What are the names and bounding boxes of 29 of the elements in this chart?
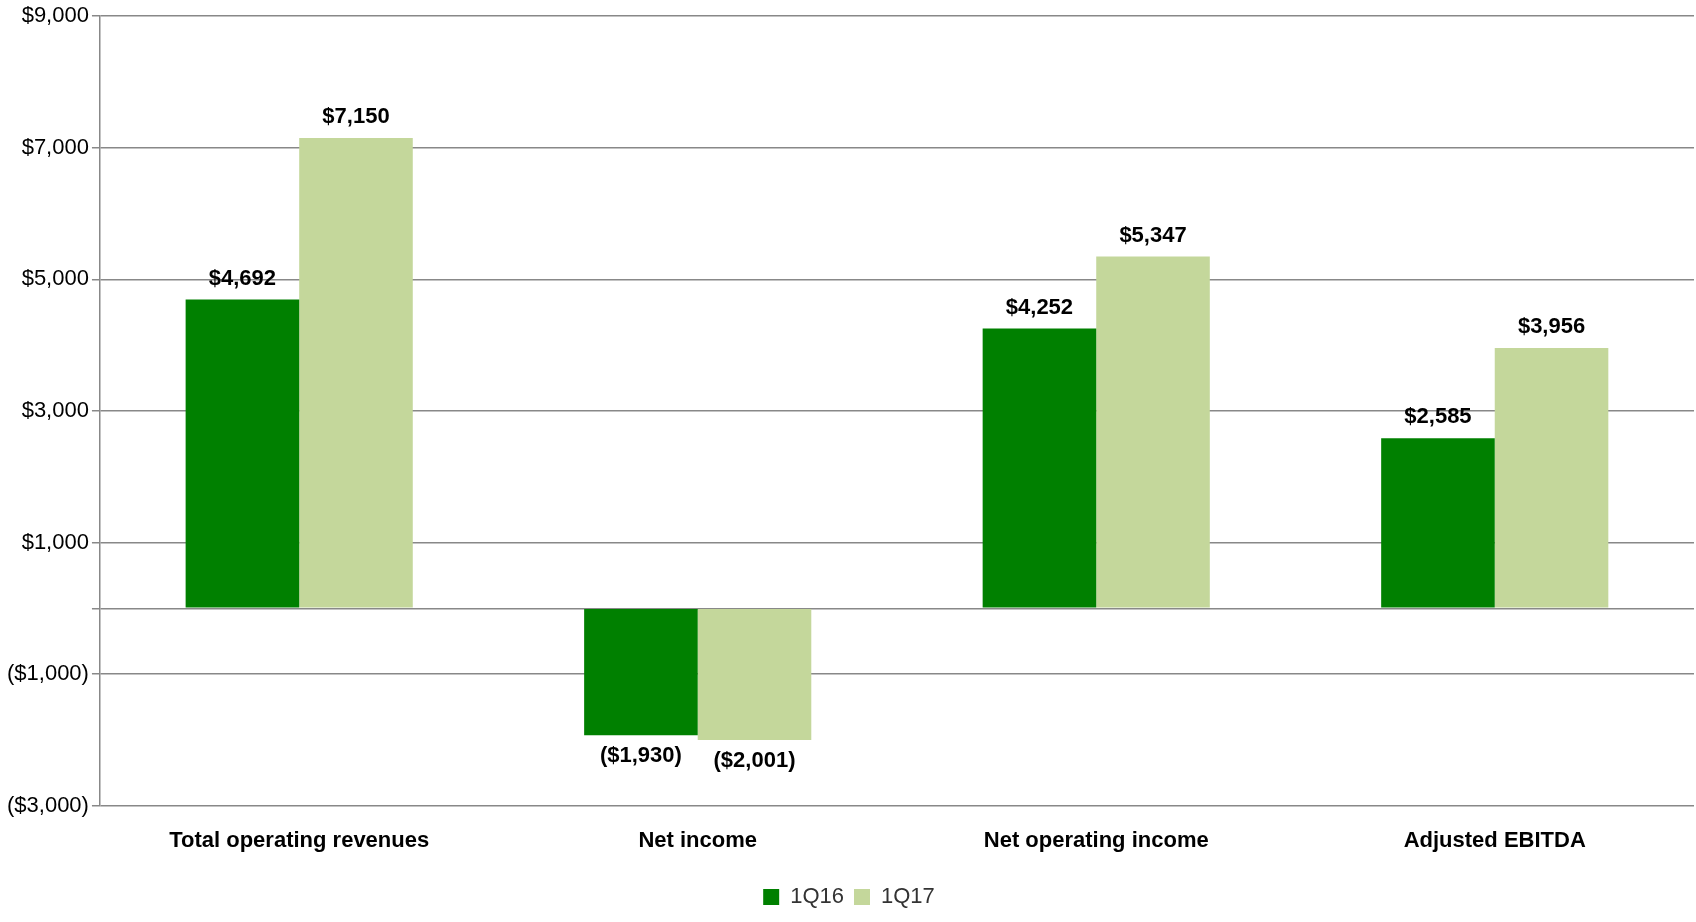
data-label: ($2,001): [713, 746, 796, 772]
data-label: $7,150: [322, 102, 390, 128]
y-tick-label: ($3,000): [6, 791, 89, 817]
bar: [299, 137, 413, 608]
bar: [1096, 256, 1210, 608]
y-tick-label: ($1,000): [6, 660, 89, 686]
y-tick-label: $5,000: [21, 265, 89, 291]
y-tick-label: $9,000: [21, 2, 89, 28]
x-tick-label: Net operating income: [983, 826, 1209, 852]
y-tick-label: $1,000: [21, 528, 89, 554]
legend-label: 1Q16: [790, 883, 845, 909]
bar: [1494, 348, 1609, 608]
data-label: $3,956: [1517, 313, 1586, 339]
bar: [1381, 438, 1495, 608]
legend-label: 1Q17: [881, 883, 935, 909]
y-tick-label: $3,000: [21, 396, 89, 422]
data-label: $4,692: [208, 264, 277, 290]
data-label: $4,252: [1005, 293, 1074, 319]
bar: [584, 609, 698, 736]
data-label: ($1,930): [599, 742, 682, 768]
y-tick-label: $7,000: [21, 133, 89, 159]
bar: [185, 299, 300, 608]
data-label: $2,585: [1404, 403, 1472, 429]
x-tick-label: Net income: [638, 826, 758, 852]
data-label: $5,347: [1119, 221, 1187, 247]
bar: [697, 609, 812, 740]
x-tick-label: Adjusted EBITDA: [1403, 826, 1586, 852]
bar: [982, 328, 1097, 608]
x-tick-label: Total operating revenues: [169, 826, 430, 852]
